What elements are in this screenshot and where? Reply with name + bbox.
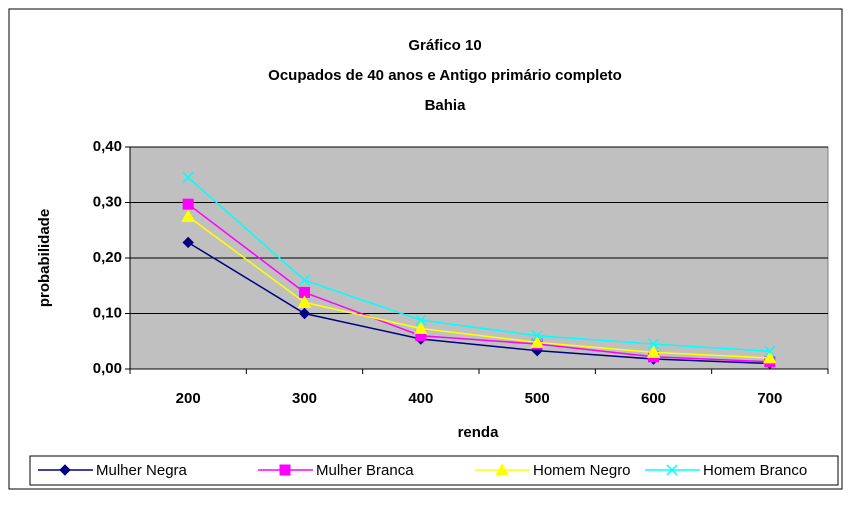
marker: [666, 464, 678, 476]
legend-label: Mulher Negra: [96, 462, 188, 479]
legend: [29, 455, 839, 486]
chart-title: Ocupados de 40 anos e Antigo primário co…: [268, 67, 622, 84]
marker: [181, 209, 196, 222]
marker: [764, 345, 776, 357]
marker: [298, 274, 311, 286]
line: [187, 203, 770, 363]
marker: [495, 462, 509, 476]
y-tick-label: 0,00: [93, 360, 122, 377]
legend-label: Homem Branco: [703, 462, 807, 479]
marker: [647, 338, 660, 350]
y-tick-label: 0,10: [93, 304, 122, 321]
marker: [182, 198, 194, 210]
marker: [531, 330, 543, 342]
line: [187, 215, 770, 359]
marker: [59, 464, 71, 476]
x-tick-label: 300: [292, 390, 317, 407]
marker: [182, 171, 194, 184]
marker: [646, 345, 661, 358]
legend-label: Homem Negro: [533, 462, 631, 479]
legend-label: Mulher Branca: [316, 462, 414, 479]
marker: [415, 314, 427, 326]
x-axis-label: renda: [458, 424, 500, 441]
y-tick-label: 0,40: [93, 138, 122, 155]
y-axis-label: probabilidade: [36, 209, 53, 307]
marker: [413, 321, 428, 334]
line: [187, 176, 770, 352]
marker: [297, 295, 312, 308]
x-tick-label: 700: [757, 390, 782, 407]
marker: [298, 307, 311, 320]
x-tick-label: 200: [176, 390, 201, 407]
marker: [762, 350, 777, 364]
marker: [279, 464, 291, 476]
chart-title: Bahia: [425, 97, 467, 114]
chart-title: Gráfico 10: [408, 37, 481, 54]
marker: [182, 236, 194, 249]
line: [187, 241, 770, 365]
y-tick-label: 0,20: [93, 249, 122, 266]
x-tick-label: 600: [641, 390, 666, 407]
x-tick-label: 400: [408, 390, 433, 407]
marker: [530, 335, 545, 348]
y-tick-label: 0,30: [93, 193, 122, 210]
x-tick-label: 500: [525, 390, 550, 407]
